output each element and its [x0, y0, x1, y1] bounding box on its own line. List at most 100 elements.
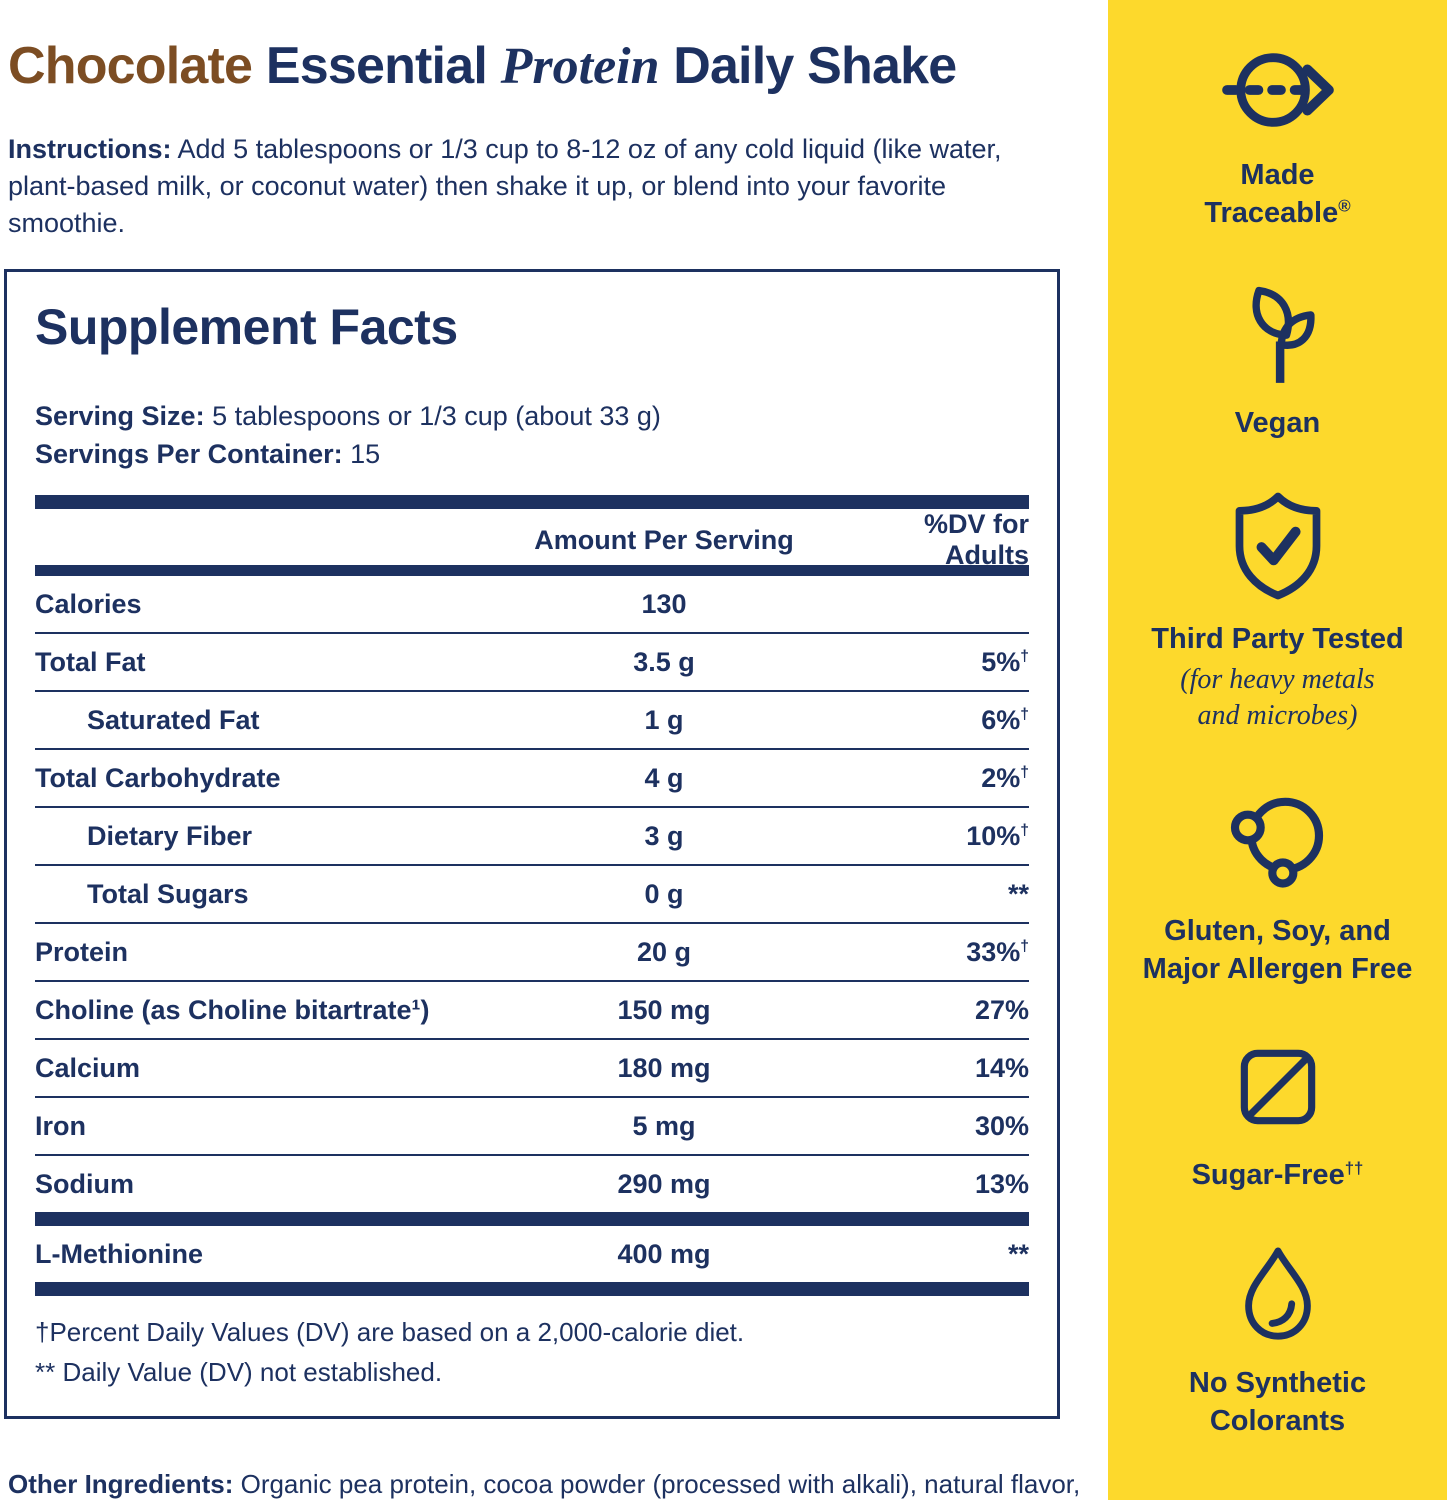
- nutrient-dv: **: [1007, 1238, 1029, 1269]
- badge-third-party-tested: Third Party Tested (for heavy metals and …: [1151, 490, 1404, 734]
- nutrient-row: Total Carbohydrate 4 g 2%†: [35, 748, 1029, 806]
- badge-label: Vegan: [1234, 407, 1321, 439]
- nutrient-dv: 13%: [974, 1168, 1029, 1199]
- badge-label: Sugar-Free††: [1191, 1158, 1364, 1191]
- title-flavor: Chocolate: [8, 37, 253, 95]
- water-drop-icon: [1229, 1242, 1327, 1346]
- badge-allergen-free: Gluten, Soy, and Major Allergen Free: [1142, 782, 1413, 988]
- page-title: Chocolate Essential Protein Daily Shake: [8, 36, 1066, 96]
- nutrient-amount: 5 mg: [632, 1110, 696, 1141]
- badge-label: No Synthetic Colorants: [1188, 1367, 1367, 1437]
- amino-acid-rows: L-Methionine 400 mg **: [35, 1226, 1029, 1282]
- nutrient-dv: 5%†: [981, 646, 1029, 677]
- serving-size-label: Serving Size:: [35, 401, 205, 432]
- table-header-row: Amount Per Serving %DV for Adults: [35, 509, 1029, 570]
- nutrient-dv: 2%†: [981, 762, 1029, 793]
- nutrient-row: Sodium 290 mg 13%: [35, 1154, 1029, 1212]
- nutrient-name: Calcium: [35, 1052, 141, 1083]
- nutrient-dv: **: [1007, 878, 1029, 909]
- instructions-label: Instructions:: [8, 133, 172, 164]
- shield-check-icon: [1223, 490, 1333, 602]
- nutrient-row: Saturated Fat 1 g 6%†: [35, 690, 1029, 748]
- servings-per-container-line: Servings Per Container: 15: [35, 435, 1029, 473]
- nutrient-dv: 6%†: [981, 704, 1029, 735]
- traceability-icon: [1219, 42, 1337, 138]
- badge-sugar-free: Sugar-Free††: [1191, 1036, 1364, 1194]
- serving-info: Serving Size: 5 tablespoons or 1/3 cup (…: [35, 397, 1029, 473]
- footnote-dv: †Percent Daily Values (DV) are based on …: [35, 1317, 745, 1348]
- nutrient-amount: 180 mg: [617, 1052, 711, 1083]
- panel-footnotes: †Percent Daily Values (DV) are based on …: [35, 1312, 1029, 1392]
- nutrient-name: Total Carbohydrate: [35, 762, 281, 793]
- title-brand: Essential: [265, 37, 488, 95]
- badge-made-traceable: Made Traceable®: [1204, 42, 1351, 232]
- nutrient-row: Choline (as Choline bitartrate¹) 150 mg 27…: [35, 980, 1029, 1038]
- divider-bar-top: [35, 495, 1029, 510]
- nutrient-row: Protein 20 g 33%†: [35, 922, 1029, 980]
- nutrient-dv: 33%†: [966, 936, 1029, 967]
- divider-bar-amino-bottom: [35, 1282, 1029, 1297]
- instructions-text: Add 5 tablespoons or 1/3 cup to 8-12 oz …: [8, 133, 1002, 238]
- nutrient-dv: 30%: [974, 1110, 1029, 1141]
- supplement-facts-panel: Supplement Facts Serving Size: 5 tablesp…: [4, 268, 1060, 1420]
- instructions: Instructions: Add 5 tablespoons or 1/3 c…: [8, 131, 1022, 242]
- badge-label: Third Party Tested: [1151, 623, 1404, 655]
- nutrient-dv: 14%: [974, 1052, 1029, 1083]
- nutrient-row: Calories 130: [35, 576, 1029, 632]
- nutrient-name: Iron: [35, 1110, 86, 1141]
- nutrient-row: Calcium 180 mg 14%: [35, 1038, 1029, 1096]
- nutrient-amount: 290 mg: [617, 1168, 711, 1199]
- nutrient-amount: 3.5 g: [633, 646, 695, 677]
- nutrient-row: L-Methionine 400 mg **: [35, 1226, 1029, 1282]
- nutrient-row: Iron 5 mg 30%: [35, 1096, 1029, 1154]
- nutrient-dv: 10%†: [966, 820, 1029, 851]
- nutrient-amount: 4 g: [644, 762, 684, 793]
- claims-sidebar: Made Traceable® Vegan Third Party Tested …: [1108, 0, 1447, 1500]
- nutrient-name: Sodium: [35, 1168, 134, 1199]
- nutrient-row: Total Fat 3.5 g 5%†: [35, 632, 1029, 690]
- main-column: Chocolate Essential Protein Daily Shake …: [4, 0, 1080, 1500]
- nutrient-name: Choline (as Choline bitartrate¹): [35, 994, 430, 1025]
- other-ingredients-label: Other Ingredients:: [8, 1469, 234, 1500]
- nutrient-name: Total Fat: [35, 646, 146, 677]
- footnote-not-established: ** Daily Value (DV) not established.: [35, 1357, 443, 1388]
- servings-label: Servings Per Container:: [35, 439, 343, 470]
- nutrient-name: Dietary Fiber: [87, 820, 253, 851]
- badge-sublabel: (for heavy metals and microbes): [1180, 664, 1375, 731]
- serving-size-value: 5 tablespoons or 1/3 cup (about 33 g): [212, 401, 661, 432]
- no-sugar-icon: [1227, 1036, 1329, 1138]
- nutrient-amount: 0 g: [644, 878, 684, 909]
- nutrient-name: Saturated Fat: [87, 704, 260, 735]
- allergen-free-icon: [1218, 782, 1336, 894]
- nutrient-name: Total Sugars: [87, 878, 249, 909]
- nutrient-row: Dietary Fiber 3 g 10%†: [35, 806, 1029, 864]
- nutrient-name: L-Methionine: [35, 1238, 203, 1269]
- serving-size-line: Serving Size: 5 tablespoons or 1/3 cup (…: [35, 397, 1029, 435]
- badge-no-synthetic-colorants: No Synthetic Colorants: [1189, 1242, 1366, 1440]
- nutrient-amount: 20 g: [636, 936, 692, 967]
- badge-label: Gluten, Soy, and Major Allergen Free: [1142, 915, 1413, 985]
- other-ingredients-text: Organic pea protein, cocoa powder (proce…: [240, 1469, 1081, 1500]
- badge-vegan: Vegan: [1225, 280, 1331, 442]
- nutrient-row: Total Sugars 0 g **: [35, 864, 1029, 922]
- title-protein: Protein: [500, 38, 660, 95]
- nutrient-amount: 3 g: [644, 820, 684, 851]
- nutrient-rows: Calories 130 Total Fat 3.5 g 5%† Saturated Fa…: [35, 576, 1029, 1212]
- nutrient-name: Calories: [35, 588, 142, 619]
- nutrient-amount: 130: [641, 588, 687, 619]
- column-header-amount: Amount Per Serving: [534, 524, 794, 555]
- divider-bar-amino-top: [35, 1212, 1029, 1227]
- nutrient-amount: 150 mg: [617, 994, 711, 1025]
- supplement-facts-heading: Supplement Facts: [35, 298, 458, 355]
- nutrient-name: Protein: [35, 936, 129, 967]
- servings-value: 15: [350, 439, 381, 470]
- other-ingredients: Other Ingredients: Organic pea protein, …: [8, 1465, 1082, 1500]
- sprout-icon: [1225, 280, 1331, 386]
- nutrient-dv: 27%: [974, 994, 1029, 1025]
- badge-label: Made Traceable®: [1204, 159, 1351, 229]
- title-product: Daily Shake: [673, 37, 957, 95]
- column-header-dv: %DV for Adults: [923, 509, 1029, 571]
- nutrient-amount: 1 g: [644, 704, 684, 735]
- nutrient-amount: 400 mg: [617, 1238, 711, 1269]
